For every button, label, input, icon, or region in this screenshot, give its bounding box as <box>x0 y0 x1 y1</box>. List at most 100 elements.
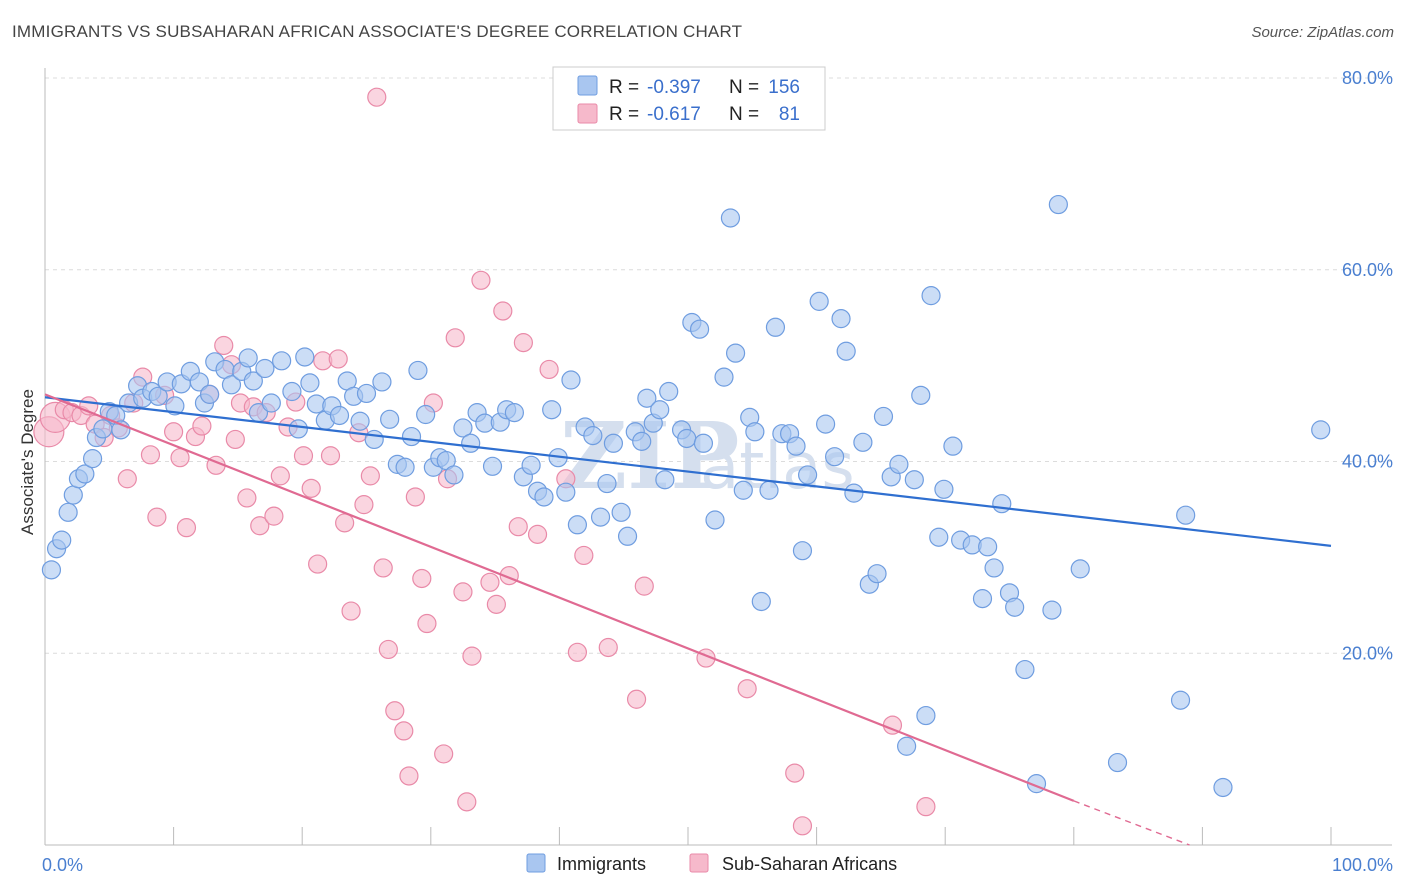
correlation-legend: R = -0.397 N = 156 R = -0.617 N = 81 <box>552 66 826 131</box>
immigrants-point <box>590 507 611 527</box>
immigrants-point <box>453 418 473 438</box>
axes <box>44 68 1392 846</box>
immigrants-point <box>943 436 963 456</box>
immigrants-point <box>521 455 541 475</box>
immigrants-point <box>705 510 725 530</box>
immigrants-point <box>1015 659 1035 680</box>
immigrants-point <box>1170 690 1191 710</box>
legend-n-label-subsaharan: N = <box>729 104 759 125</box>
immigrants-point <box>765 317 786 337</box>
subsaharan-point <box>434 744 454 764</box>
immigrants-point <box>444 465 464 485</box>
subsaharan-point <box>360 466 380 486</box>
subsaharan-point <box>214 335 234 356</box>
immigrants-point <box>1005 597 1025 617</box>
subsaharan-point <box>399 766 419 786</box>
immigrants-point <box>482 456 503 476</box>
subsaharan-point <box>567 642 588 662</box>
immigrants-point <box>372 372 392 392</box>
subsaharan-point <box>335 513 355 533</box>
immigrants-point <box>904 470 924 490</box>
immigrants-point <box>916 705 936 726</box>
subsaharan-point <box>405 487 425 507</box>
bottom-legend-label-immigrants: Immigrants <box>557 854 646 874</box>
immigrants-point <box>853 432 873 452</box>
immigrants-point <box>282 381 302 402</box>
series-subsaharan-points <box>33 87 936 836</box>
immigrants-point <box>221 375 242 395</box>
subsaharan-point <box>373 558 393 578</box>
subsaharan-point <box>916 797 936 817</box>
subsaharan-point <box>457 792 477 812</box>
immigrants-point <box>637 388 657 408</box>
immigrants-point <box>148 386 168 406</box>
immigrants-point <box>759 480 779 500</box>
subsaharan-point <box>320 446 341 466</box>
subsaharan-point <box>513 333 533 353</box>
immigrants-point <box>797 465 818 485</box>
immigrants-trend-line <box>44 396 1332 547</box>
immigrants-point <box>1048 194 1068 215</box>
immigrants-point <box>597 473 617 494</box>
immigrants-point <box>911 385 931 405</box>
subsaharan-point <box>792 816 813 836</box>
subsaharan-point <box>453 582 473 602</box>
subsaharan-point <box>192 416 212 436</box>
x-tick-label: 100.0% <box>1332 855 1393 875</box>
immigrants-point <box>632 431 652 451</box>
subsaharan-point <box>417 613 437 634</box>
immigrants-point <box>583 426 603 446</box>
subsaharan-point <box>176 518 197 538</box>
x-tick-label: 0.0% <box>42 855 83 875</box>
subsaharan-point <box>539 359 559 380</box>
immigrants-point <box>1311 420 1331 440</box>
subsaharan-point <box>486 594 506 614</box>
chart-title: IMMIGRANTS VS SUBSAHARAN AFRICAN ASSOCIA… <box>12 22 743 41</box>
subsaharan-point <box>117 469 137 489</box>
subsaharan-point <box>270 466 290 486</box>
immigrants-point <box>542 400 562 420</box>
immigrants-point <box>504 403 524 423</box>
trend-lines <box>44 393 1332 846</box>
bottom-legend-label-subsaharan: Sub-Saharan Africans <box>722 854 897 874</box>
immigrants-point <box>41 560 62 580</box>
subsaharan-point <box>634 576 654 596</box>
subsaharan-point <box>164 422 184 442</box>
immigrants-point <box>52 530 72 550</box>
immigrants-point <box>243 371 263 391</box>
immigrants-point <box>867 564 887 584</box>
subsaharan-point <box>626 689 647 709</box>
immigrants-point <box>534 487 554 507</box>
subsaharan-point <box>598 637 618 658</box>
immigrants-point <box>1176 505 1196 525</box>
immigrants-point <box>82 449 103 469</box>
x-tick-labels: 0.0% 100.0% <box>42 855 1393 875</box>
subsaharan-point <box>293 446 314 466</box>
subsaharan-point <box>394 721 414 741</box>
immigrants-point <box>978 537 998 557</box>
immigrants-point <box>395 457 415 477</box>
immigrants-point <box>745 422 765 442</box>
legend-n-label-immigrants: N = <box>729 77 759 98</box>
subsaharan-point <box>385 701 405 721</box>
immigrants-point <box>836 341 856 361</box>
immigrants-point <box>984 558 1004 578</box>
subsaharan-point <box>480 572 500 592</box>
immigrants-point <box>720 208 741 228</box>
bottom-legend-swatch-immigrants <box>526 853 546 873</box>
legend-n-value-immigrants: 156 <box>768 77 800 98</box>
subsaharan-point <box>462 646 482 666</box>
immigrants-point <box>329 405 350 426</box>
immigrants-point <box>725 343 746 363</box>
legend-n-value-subsaharan: 81 <box>779 104 800 125</box>
subsaharan-point <box>147 507 167 527</box>
bottom-legend-swatch-subsaharan <box>689 853 709 873</box>
immigrants-point <box>1042 600 1062 620</box>
immigrants-point <box>792 541 813 561</box>
legend-swatch-immigrants <box>577 75 598 96</box>
subsaharan-point <box>378 639 398 660</box>
immigrants-point <box>1107 752 1128 773</box>
immigrants-point <box>408 360 428 381</box>
immigrants-point <box>165 396 185 416</box>
subsaharan-trend-line <box>44 393 1075 802</box>
